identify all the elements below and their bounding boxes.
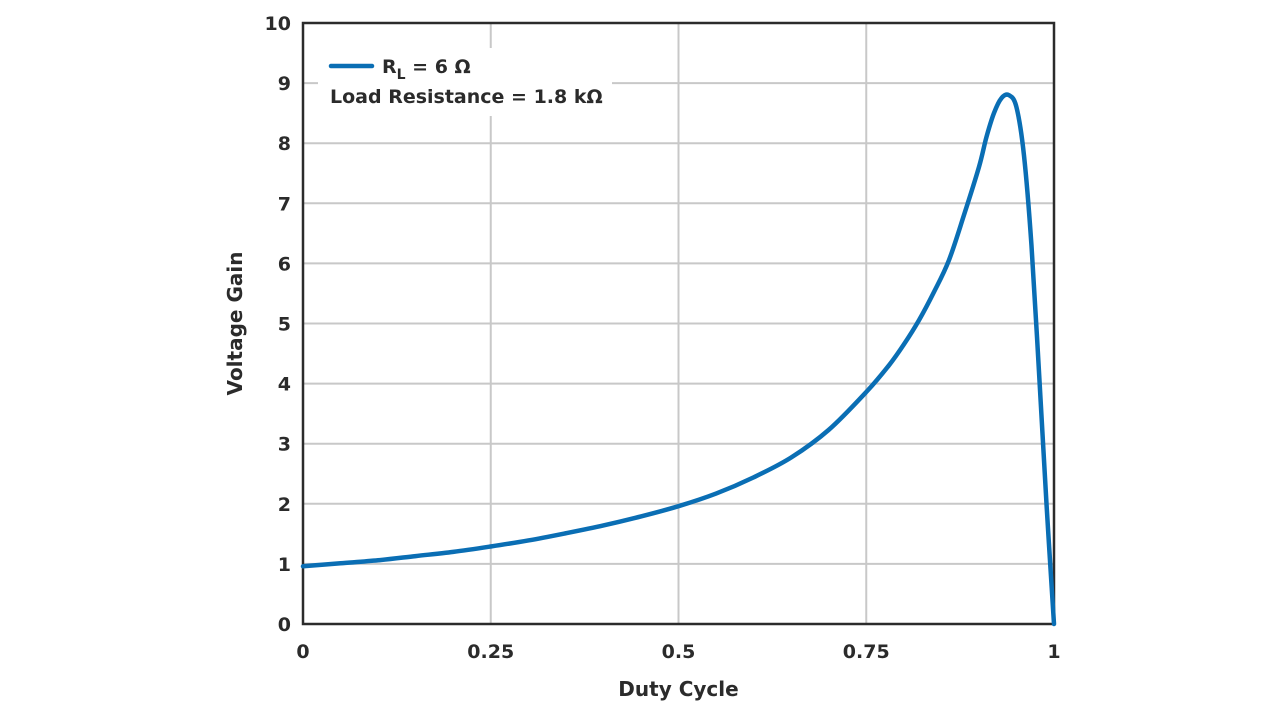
legend-entry-subscript: L <box>397 67 406 83</box>
y-axis-label: Voltage Gain <box>223 252 247 396</box>
y-tick-label: 1 <box>278 554 291 576</box>
y-tick-label: 4 <box>278 374 291 396</box>
x-axis-label: Duty Cycle <box>618 677 738 701</box>
legend-entry: RL = 6 Ω <box>382 56 471 83</box>
series-group <box>300 92 1057 627</box>
grid-lines <box>303 23 1054 624</box>
y-tick-label: 7 <box>278 193 291 215</box>
plot-frame <box>301 21 1056 626</box>
y-tick-label: 6 <box>278 253 291 275</box>
legend: RL = 6 Ω Load Resistance = 1.8 kΩ <box>318 48 612 116</box>
legend-background <box>318 48 612 116</box>
y-tick-label: 10 <box>265 13 291 35</box>
y-tick-label: 0 <box>278 614 291 636</box>
x-tick-label: 1 <box>1047 641 1060 663</box>
x-tick-label: 0 <box>296 641 309 663</box>
x-tick-labels: 0 0.25 0.5 0.75 1 <box>296 641 1060 663</box>
y-tick-label: 9 <box>278 73 291 95</box>
legend-entry-suffix: = 6 Ω <box>406 56 471 78</box>
y-tick-label: 2 <box>278 494 291 516</box>
x-tick-label: 0.5 <box>662 641 696 663</box>
y-tick-labels: 0 1 2 3 4 5 6 7 8 9 10 <box>265 13 291 636</box>
y-tick-label: 5 <box>278 314 291 336</box>
legend-note: Load Resistance = 1.8 kΩ <box>330 86 603 108</box>
x-tick-label: 0.75 <box>843 641 890 663</box>
legend-entry-main: R <box>382 56 397 78</box>
x-tick-label: 0.25 <box>467 641 514 663</box>
series-line-0 <box>300 92 1057 627</box>
y-tick-label: 8 <box>278 133 291 155</box>
y-tick-label: 3 <box>278 434 291 456</box>
